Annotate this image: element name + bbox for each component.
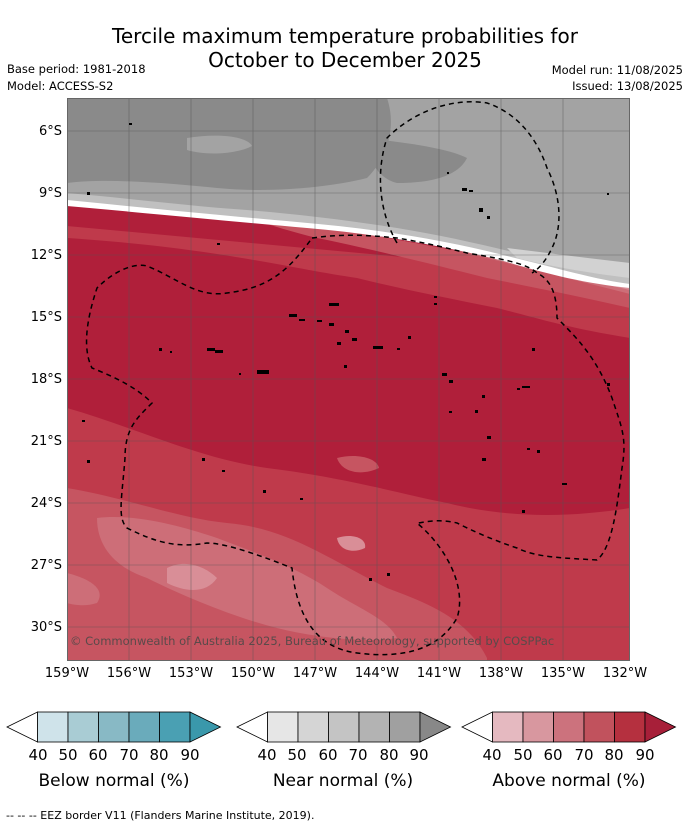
model-run: Model run: 11/08/2025	[551, 63, 683, 77]
near-80-region	[187, 135, 252, 154]
above-colorbar-swatch	[492, 711, 524, 743]
near-60-region	[507, 248, 630, 278]
colorbar-above-tick: 90	[635, 746, 655, 764]
colorbar-near-tick: 50	[287, 746, 307, 764]
colorbar-above-label: Above normal (%)	[492, 771, 646, 791]
eez-border-north	[379, 101, 560, 274]
colorbar-near-tick: 60	[318, 746, 338, 764]
above-colorbar-swatch	[614, 711, 646, 743]
colorbar-below-tick: 50	[58, 746, 78, 764]
near-colorbar-swatch	[389, 711, 421, 743]
colorbar-below-tick: 40	[28, 746, 48, 764]
above-50-region	[337, 536, 366, 551]
below-colorbar-swatch	[67, 711, 99, 743]
colorbar-above-tick: 70	[574, 746, 594, 764]
lon-label: 141°W	[416, 666, 462, 681]
above-70-region	[337, 456, 379, 473]
model-name: Model: ACCESS-S2	[7, 79, 114, 93]
colorbar-near-tick: 80	[379, 746, 399, 764]
eez-border-french-polynesia	[85, 234, 625, 656]
lat-label: 12°S	[30, 248, 62, 263]
colorbar-below-tick: 70	[119, 746, 139, 764]
lat-label: 30°S	[30, 620, 62, 635]
base-period: Base period: 1981-2018	[7, 62, 146, 76]
below-colorbar-max-arrow	[189, 711, 222, 743]
colorbar-above-tick: 50	[513, 746, 533, 764]
lon-label: 150°W	[230, 666, 276, 681]
colorbar-below	[6, 711, 222, 743]
near-colorbar-swatch	[328, 711, 360, 743]
lat-label: 9°S	[38, 186, 62, 201]
near-90-region	[367, 138, 467, 183]
colorbar-above	[461, 711, 677, 743]
lat-label: 21°S	[30, 434, 62, 449]
near-colorbar-swatch	[297, 711, 329, 743]
colorbar-below-tick: 80	[149, 746, 169, 764]
lat-label: 18°S	[30, 372, 62, 387]
lat-label: 27°S	[30, 558, 62, 573]
above-60-region	[67, 573, 100, 606]
near-colorbar-swatch	[358, 711, 390, 743]
lon-label: 144°W	[354, 666, 400, 681]
near-colorbar-min-arrow	[236, 711, 268, 743]
lon-label: 159°W	[44, 666, 90, 681]
colorbar-above-tick: 80	[604, 746, 624, 764]
above-70-region	[227, 208, 630, 308]
above-colorbar-swatch	[522, 711, 554, 743]
colorbar-below-label: Below normal (%)	[38, 771, 190, 791]
colorbar-near-tick: 40	[257, 746, 277, 764]
copyright-notice: © Commonwealth of Australia 2025, Bureau…	[70, 634, 555, 648]
colorbar-below-tick: 90	[180, 746, 200, 764]
eez-legend-footer: -- -- -- EEZ border V11 (Flanders Marine…	[6, 809, 315, 822]
lat-label: 24°S	[30, 496, 62, 511]
colorbar-above-tick: 40	[482, 746, 502, 764]
colorbar-below-tick: 60	[88, 746, 108, 764]
below-colorbar-swatch	[128, 711, 160, 743]
near-colorbar-swatch	[267, 711, 299, 743]
near-70-region	[67, 193, 630, 286]
map-title-line1: Tercile maximum temperature probabilitie…	[112, 24, 578, 48]
lat-label: 15°S	[30, 310, 62, 325]
lon-label: 138°W	[478, 666, 524, 681]
below-colorbar-swatch	[37, 711, 69, 743]
near-colorbar-max-arrow	[419, 711, 452, 743]
above-50-region	[167, 563, 217, 590]
above-colorbar-min-arrow	[461, 711, 493, 743]
issued-date: Issued: 13/08/2025	[572, 79, 683, 93]
colorbar-near-label: Near normal (%)	[272, 771, 414, 791]
above-colorbar-max-arrow	[644, 711, 677, 743]
colorbars	[6, 711, 677, 743]
lon-label: 132°W	[602, 666, 648, 681]
below-colorbar-swatch	[98, 711, 130, 743]
lat-label: 6°S	[38, 124, 62, 139]
colorbar-near-tick: 70	[348, 746, 368, 764]
lon-label: 147°W	[292, 666, 338, 681]
colorbar-near	[236, 711, 452, 743]
below-colorbar-swatch	[159, 711, 191, 743]
white-gap	[67, 200, 630, 288]
map-title-line2: October to December 2025	[208, 48, 482, 72]
above-60-region	[97, 517, 397, 640]
lon-label: 153°W	[168, 666, 214, 681]
below-colorbar-min-arrow	[6, 711, 38, 743]
colorbar-above-tick: 60	[543, 746, 563, 764]
above-colorbar-swatch	[583, 711, 615, 743]
lon-label: 156°W	[106, 666, 152, 681]
colorbar-near-tick: 90	[409, 746, 429, 764]
lon-label: 135°W	[540, 666, 586, 681]
above-colorbar-swatch	[553, 711, 585, 743]
island-markers	[82, 123, 610, 581]
probability-map	[67, 98, 630, 661]
